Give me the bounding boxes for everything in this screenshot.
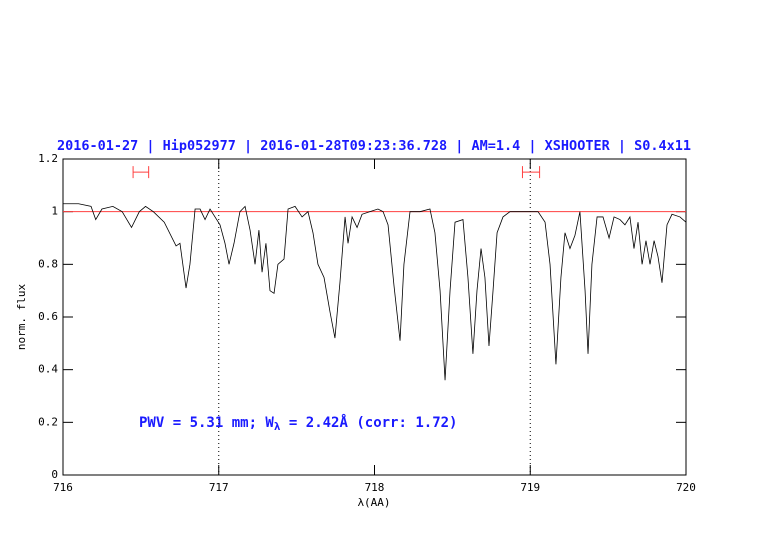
x-tick-label: 716 xyxy=(53,481,73,494)
spectrum-line xyxy=(63,203,687,381)
annotation-subscript: λ xyxy=(274,420,281,433)
y-axis-label: norm. flux xyxy=(15,284,28,351)
x-tick-label: 719 xyxy=(520,481,540,494)
y-tick-label: 0.6 xyxy=(38,310,58,323)
chart-title: 2016-01-27 | Hip052977 | 2016-01-28T09:2… xyxy=(57,138,691,154)
x-tick-label: 717 xyxy=(209,481,229,494)
annotation-part: = 2.42Å (corr: 1.72) xyxy=(280,414,457,431)
y-tick-label: 0.8 xyxy=(38,257,58,270)
y-tick-label: 0 xyxy=(51,468,58,481)
y-tick-label: 1 xyxy=(51,205,58,218)
annotation-part: PWV = 5.31 mm; W xyxy=(139,415,274,431)
y-tick-label: 0.4 xyxy=(38,363,58,376)
y-tick-label: 1.2 xyxy=(38,152,58,165)
window-marker xyxy=(132,166,150,179)
annotation: PWV = 5.31 mm; Wλ = 2.42Å (corr: 1.72) xyxy=(139,414,458,433)
x-axis-label: λ(AA) xyxy=(357,496,390,509)
window-marker xyxy=(521,166,541,179)
x-tick-label: 720 xyxy=(676,481,696,494)
y-tick-label: 0.2 xyxy=(38,415,58,428)
x-tick-label: 718 xyxy=(365,481,385,494)
